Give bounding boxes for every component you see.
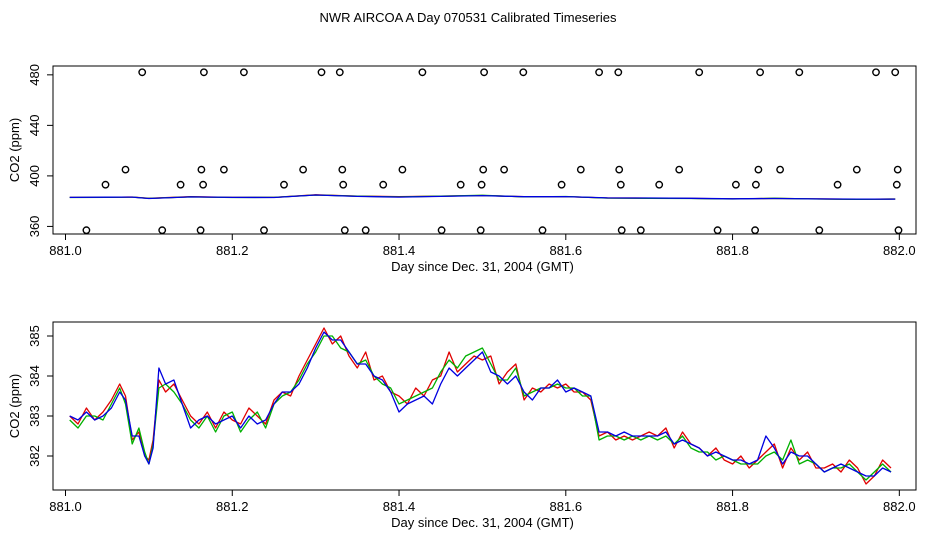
upper-panel-x-tick-label: 881.6 [550, 243, 583, 258]
upper-panel-data-point [754, 165, 763, 174]
upper-panel-data-point [615, 165, 624, 174]
upper-panel-data-point [398, 165, 407, 174]
upper-panel-x-axis-label: Day since Dec. 31, 2004 (GMT) [391, 259, 574, 274]
upper-panel-data-point [437, 226, 446, 235]
upper-panel-data-point [557, 180, 566, 189]
upper-panel-x-tick-label: 881.8 [716, 243, 749, 258]
upper-panel-data-point [776, 165, 784, 174]
upper-panel-series-blue-line [69, 194, 896, 200]
upper-panel-data-point [713, 226, 722, 235]
upper-panel-data-point [636, 226, 645, 235]
upper-panel-data-point [317, 68, 326, 77]
upper-panel-data-point [280, 180, 288, 189]
upper-panel-plot-area [69, 194, 896, 201]
upper-panel-data-point [418, 68, 427, 77]
lower-panel: 881.0 881.2 881.4 881.6 881.8 882.0 382 383 384 3… [7, 321, 917, 530]
lower-panel-x-tick-label: 881.8 [716, 499, 749, 514]
lower-panel-y-tick-label: 384 [27, 365, 42, 387]
upper-panel-data-point [595, 68, 603, 77]
upper-panel-data-point [872, 68, 880, 77]
upper-panel-data-point [197, 165, 206, 174]
lower-panel-y-tick-label: 385 [27, 325, 42, 347]
upper-panel-y-tick-label: 360 [27, 216, 42, 238]
upper-panel-data-point [199, 180, 208, 189]
upper-panel-data-point [500, 165, 508, 174]
upper-panel-data-point [219, 165, 228, 174]
upper-panel-y-tick-label: 440 [27, 115, 42, 137]
upper-panel-data-point [260, 226, 268, 235]
upper-panel-data-point [833, 180, 842, 189]
upper-panel-data-point [815, 226, 824, 235]
upper-panel-data-point [299, 165, 307, 174]
upper-panel-y-tick-label: 480 [27, 64, 42, 86]
lower-panel-y-tick-label: 383 [27, 405, 42, 427]
upper-panel-data-point [675, 165, 684, 174]
upper-panel-data-point [361, 226, 370, 235]
upper-panel-data-point [196, 226, 205, 235]
upper-panel-plot-frame [52, 65, 917, 235]
upper-panel-data-point [379, 180, 388, 189]
figure-title: NWR AIRCOA A Day 070531 Calibrated Times… [320, 10, 617, 25]
upper-panel-data-point [894, 226, 903, 235]
lower-panel-series-green-line [69, 335, 892, 481]
upper-panel: 881.0 881.2 881.4 881.6 881.8 882.0 360 400 440 4… [7, 64, 917, 274]
upper-panel-data-point [239, 68, 248, 77]
lower-panel-y-axis-label: CO2 (ppm) [7, 374, 22, 438]
upper-panel-data-point [891, 68, 900, 77]
upper-panel-data-point [338, 165, 347, 174]
upper-panel-data-point [695, 68, 704, 77]
upper-panel-data-point [756, 68, 764, 77]
lower-panel-x-tick-label: 881.6 [550, 499, 583, 514]
upper-panel-data-point [339, 180, 348, 189]
upper-panel-data-point [892, 180, 901, 189]
lower-panel-plot-frame [52, 321, 917, 491]
upper-panel-data-point [101, 180, 110, 189]
upper-panel-data-point [340, 226, 349, 235]
upper-panel-x-tick-label: 881.2 [216, 243, 249, 258]
lower-panel-y-tick-label: 382 [27, 445, 42, 467]
upper-panel-data-point [479, 165, 488, 174]
upper-panel-data-point [176, 180, 185, 189]
upper-panel-data-point [199, 68, 208, 77]
upper-panel-x-tick-label: 881.4 [383, 243, 416, 258]
upper-panel-x-tick-label: 882.0 [883, 243, 916, 258]
lower-panel-x-tick-label: 881.2 [216, 499, 249, 514]
lower-panel-series-red-line [69, 327, 892, 485]
upper-panel-data-point [795, 68, 804, 77]
upper-panel-data-point [616, 180, 625, 189]
lower-panel-x-tick-label: 882.0 [883, 499, 916, 514]
upper-panel-data-point [519, 68, 528, 77]
lower-panel-x-axis-label: Day since Dec. 31, 2004 (GMT) [391, 515, 574, 530]
upper-panel-data-point [456, 180, 465, 189]
lower-panel-x-tick-label: 881.0 [49, 499, 82, 514]
upper-panel-x-tick-label: 881.0 [49, 243, 82, 258]
upper-panel-data-point [158, 226, 167, 235]
upper-panel-y-axis-label: CO2 (ppm) [7, 118, 22, 182]
upper-panel-data-point [480, 68, 488, 77]
lower-panel-plot-area [69, 327, 892, 485]
upper-panel-data-point [576, 165, 585, 174]
upper-panel-data-point [138, 68, 147, 77]
lower-panel-x-tick-label: 881.4 [383, 499, 416, 514]
upper-panel-data-point [121, 165, 130, 174]
upper-panel-data-point [82, 226, 91, 235]
upper-panel-data-point [477, 180, 486, 189]
upper-panel-data-point [614, 68, 623, 77]
upper-panel-data-point [538, 226, 547, 235]
upper-panel-data-point [752, 180, 760, 189]
upper-panel-data-point [751, 226, 759, 235]
upper-panel-data-point [617, 226, 626, 235]
upper-panel-y-tick-label: 400 [27, 165, 42, 187]
lower-panel-series-blue-line [69, 331, 892, 477]
upper-panel-data-point [476, 226, 485, 235]
upper-panel-data-point [732, 180, 740, 189]
upper-panel-data-point [655, 180, 664, 189]
upper-panel-data-point [335, 68, 344, 77]
upper-panel-data-point [893, 165, 902, 174]
upper-panel-data-point [852, 165, 861, 174]
